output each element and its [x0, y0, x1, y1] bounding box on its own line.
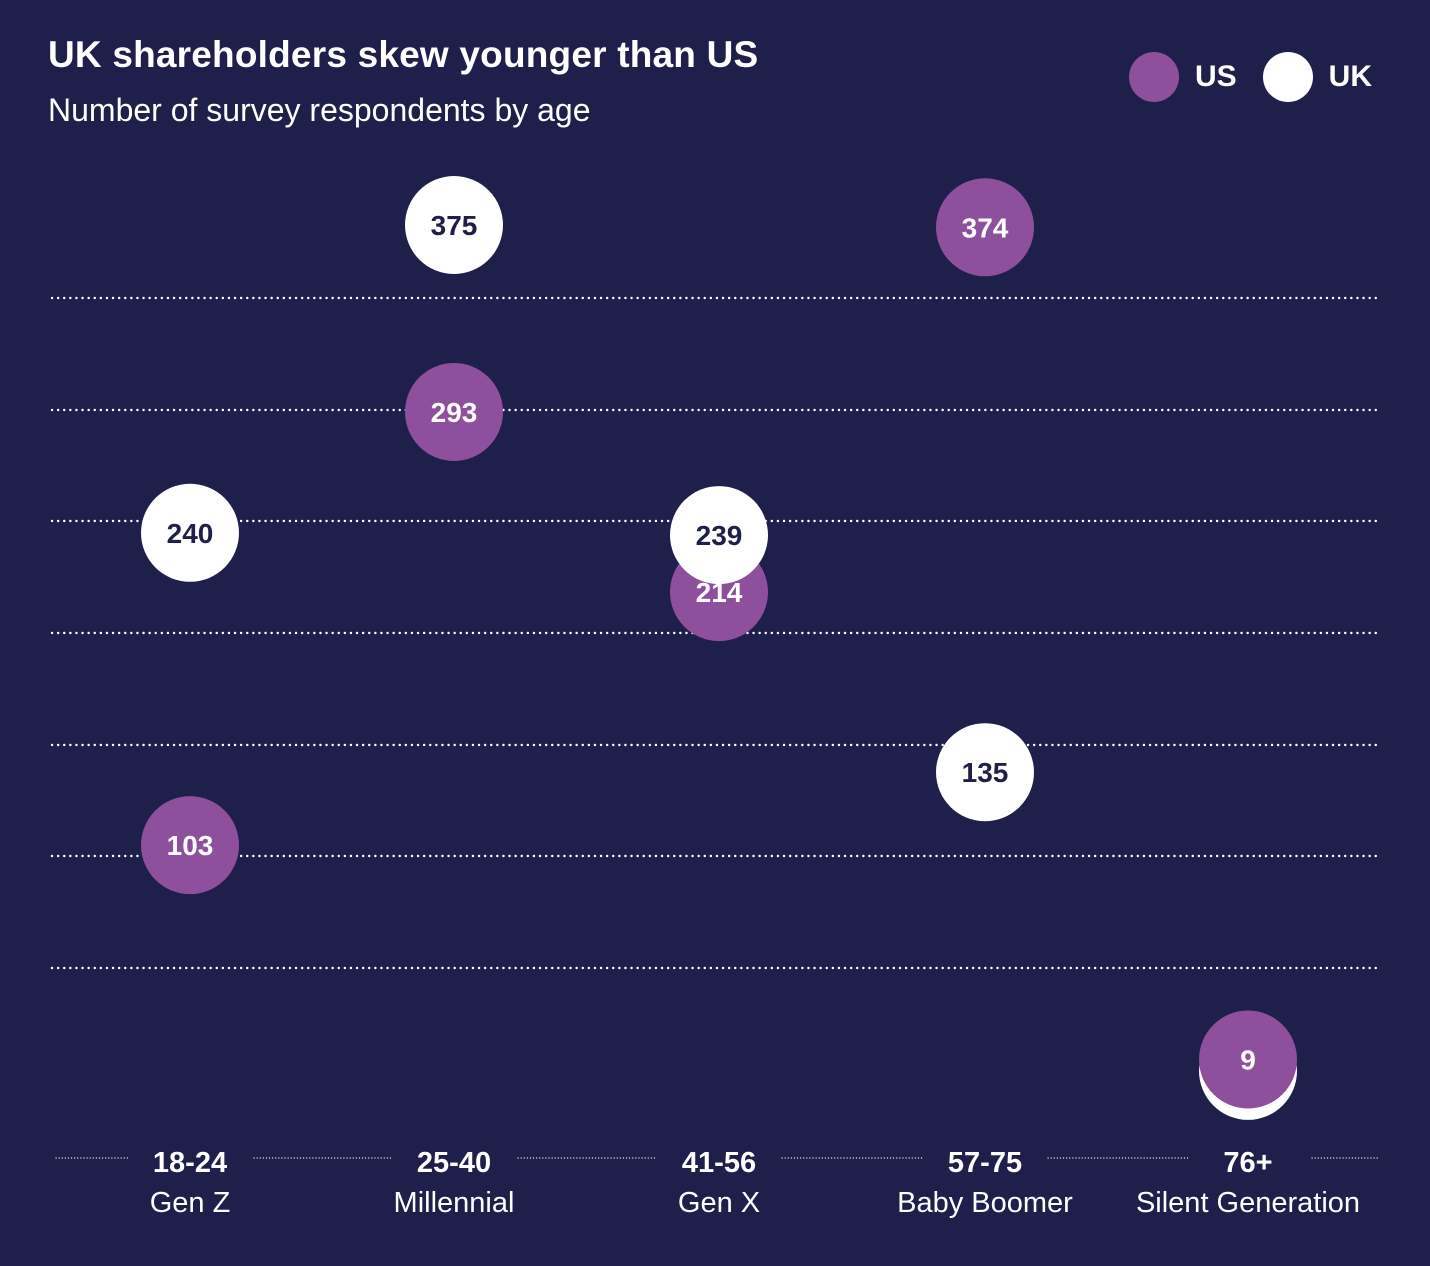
- bubble-label-uk: 240: [167, 518, 214, 549]
- bubble-circle-us: [1199, 1010, 1297, 1109]
- x-tick-label: 25-40: [417, 1147, 491, 1179]
- legend-swatch-us: [1128, 52, 1179, 102]
- bubble-label-us: 374: [962, 212, 1009, 243]
- bubble-label-us: 9: [1240, 1044, 1256, 1075]
- bubble-uk: 239: [670, 486, 768, 585]
- bubble-label-us: 293: [431, 397, 478, 428]
- bubble-uk: 135: [936, 723, 1034, 822]
- bubble-circle-uk: [670, 486, 768, 585]
- x-tick-label: 18-24: [153, 1147, 227, 1179]
- data-bubbles: 10324029337521423937413549: [141, 176, 1297, 1120]
- chart-title: UK shareholders skew younger than US: [48, 34, 759, 75]
- legend-swatch-uk: [1262, 52, 1313, 102]
- legend-item-uk: UK: [1262, 52, 1372, 102]
- bubble-circle-us: [141, 796, 239, 895]
- x-tick-label: 41-56: [682, 1147, 756, 1179]
- x-tick-sublabel: Baby Boomer: [897, 1187, 1073, 1219]
- bubble-us: 103: [141, 796, 239, 895]
- x-tick-sublabel: Gen Z: [150, 1187, 231, 1219]
- chart-subtitle: Number of survey respondents by age: [48, 92, 591, 128]
- x-tick-sublabel: Gen X: [678, 1187, 760, 1219]
- x-tick-sublabel: Millennial: [394, 1187, 515, 1219]
- bubble-us: 374: [936, 178, 1034, 277]
- legend-label-uk: UK: [1328, 60, 1372, 93]
- x-tick-label: 57-75: [948, 1147, 1022, 1179]
- bubble-uk: 240: [141, 483, 239, 582]
- bubble-us: 293: [405, 362, 503, 461]
- bubble-circle-uk: [405, 176, 503, 274]
- x-tick-sublabel: Silent Generation: [1136, 1187, 1360, 1219]
- x-tick-label: 76+: [1223, 1147, 1272, 1179]
- bubble-uk: 375: [405, 176, 503, 274]
- legend-label-us: US: [1194, 60, 1237, 93]
- bubble-circle-uk: [141, 483, 239, 582]
- bubble-label-us: 103: [167, 830, 214, 861]
- bubble-circle-us: [936, 178, 1034, 277]
- legend-item-us: US: [1128, 52, 1237, 102]
- bubble-circle-us: [405, 362, 503, 461]
- x-axis: 18-24 Gen Z 25-40 Millennial 41-56 Gen X 57-75…: [55, 1147, 1381, 1219]
- bubble-label-uk: 239: [696, 520, 743, 551]
- bubble-label-uk: 375: [431, 210, 478, 241]
- bubble-circle-uk: [936, 723, 1034, 822]
- legend: US UK: [1103, 52, 1372, 102]
- bubble-us: 9: [1199, 1010, 1297, 1109]
- bubble-label-uk: 135: [962, 757, 1009, 788]
